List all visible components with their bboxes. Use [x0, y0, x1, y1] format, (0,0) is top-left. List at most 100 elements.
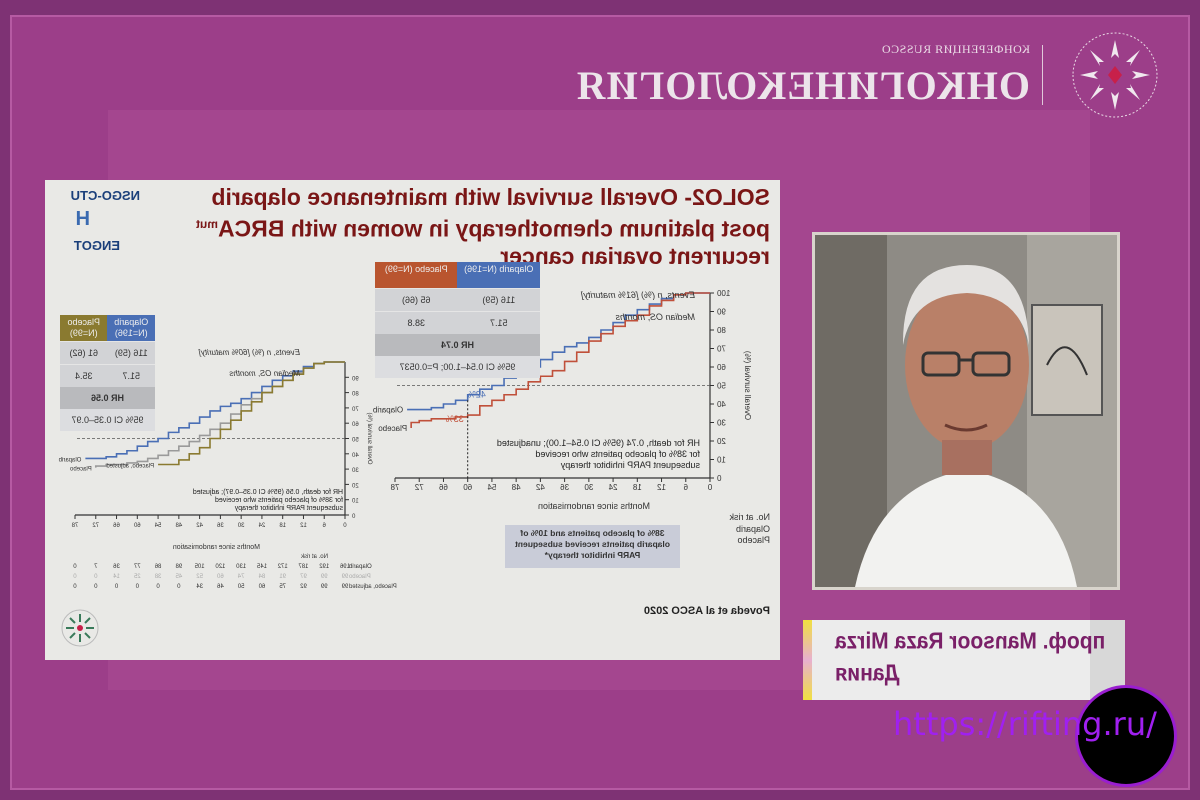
series-line-olaparib	[85, 361, 345, 460]
median-os-label-1: Median OS, months	[615, 312, 695, 322]
risk-count: 45	[175, 574, 182, 580]
speaker-name-card: проф. Mansoor Raza Mirza Дания	[803, 620, 1125, 700]
risk-count: 192	[319, 564, 330, 570]
y-tick-label: 30	[716, 419, 725, 428]
conference-title: ОНКОГИНЕКОЛОГИЯ	[575, 63, 1030, 108]
x-tick-label: 54	[487, 483, 496, 492]
risk-count: 0	[73, 574, 77, 580]
y-tick-label: 90	[351, 376, 358, 382]
risk-count: 0	[135, 584, 139, 590]
y-tick-label: 10	[351, 499, 358, 505]
y-axis-label: Overall survival (%)	[366, 412, 372, 464]
x-tick-label: 66	[113, 523, 120, 529]
table-header-placebo: Placebo (N=99)	[60, 315, 108, 341]
y-tick-label: 20	[716, 437, 725, 446]
events-label-1: Events, n (%) [61% maturity]	[580, 290, 695, 300]
y-tick-label: 70	[716, 345, 725, 354]
y-tick-label: 50	[351, 438, 358, 444]
risk-count: 50	[237, 584, 244, 590]
risk-table-label: No. at risk	[300, 554, 328, 560]
summary-table-2: Olaparib (N=196) Placebo (N=99) 116 (59) 6…	[60, 315, 155, 431]
risk-count: 99	[320, 584, 327, 590]
risk-count: 46	[216, 584, 223, 590]
y-tick-label: 60	[351, 422, 358, 428]
median-os-label-2: Median OS, months	[229, 369, 300, 378]
series-line-placebo-adjusted	[158, 361, 345, 466]
hr-note-1: HR for death, 0.74 (95% CI 0.54–1.00); u…	[496, 438, 700, 470]
y-tick-label: 10	[716, 456, 725, 465]
table-header-olaparib: Olaparib (N=196)	[107, 315, 155, 341]
risk-count: 60	[258, 584, 265, 590]
table-row: 51.7 35.4	[60, 364, 155, 387]
risk-row-label: Placebo	[348, 574, 370, 580]
summary-table-1: Olaparib (N=196) Placebo (N=99) 116 (59) 6…	[375, 262, 540, 378]
risk-count: 196	[339, 564, 350, 570]
confidence-interval: 95% CI 0.35–0.97	[60, 409, 155, 431]
hazard-ratio: HR 0.74	[375, 334, 540, 356]
risk-row-olaparib-1: Olaparib	[735, 524, 770, 534]
x-tick-label: 42	[196, 523, 203, 529]
y-tick-label: 80	[716, 326, 725, 335]
risk-count: 86	[154, 564, 161, 570]
risk-count: 0	[93, 584, 97, 590]
x-tick-label: 12	[299, 523, 306, 529]
x-tick-label: 42	[535, 483, 544, 492]
x-tick-label: 18	[279, 523, 286, 529]
risk-count: 38	[154, 574, 161, 580]
y-tick-label: 60	[716, 363, 725, 372]
risk-count: 172	[277, 564, 288, 570]
x-axis-label-2: Months since randomisation	[172, 544, 260, 551]
risk-count: 187	[298, 564, 309, 570]
table-cell: 65 (66)	[401, 295, 431, 305]
risk-count: 0	[73, 564, 77, 570]
presentation-slide: SOLO2- Overall survival with maintenance…	[45, 180, 780, 660]
risk-row-label: Olaparib	[348, 564, 371, 570]
x-tick-label: 36	[560, 483, 569, 492]
speaker-video-image	[815, 235, 1117, 587]
table-cell: 116 (59)	[114, 348, 148, 358]
risk-count: 0	[73, 584, 77, 590]
watermark-url: https://rifting.ru/	[893, 705, 1157, 743]
series-line-olaparib	[407, 292, 710, 411]
x-axis-label-1: Months since randomisation	[537, 501, 650, 511]
x-tick-label: 0	[707, 483, 712, 492]
y-tick-label: 50	[716, 382, 725, 391]
series-label: Placebo	[378, 424, 407, 433]
series-label: Placebo	[69, 467, 91, 473]
conference-subtitle: КОНФЕРЕНЦИЯ RUSSCO	[881, 42, 1030, 56]
risk-count: 91	[279, 574, 286, 580]
risk-count: 97	[299, 574, 306, 580]
x-tick-label: 36	[216, 523, 223, 529]
series-label: Olaparib	[58, 457, 81, 463]
table-header-placebo: Placebo (N=99)	[375, 262, 458, 288]
name-card-accent-strip	[803, 620, 812, 700]
risk-count: 75	[279, 584, 286, 590]
table-cell: 51.7	[489, 318, 508, 328]
risk-count: 0	[156, 584, 160, 590]
risk-count: 92	[299, 584, 306, 590]
table-cell: 61 (62)	[69, 348, 99, 358]
speaker-name: проф. Mansoor Raza Mirza	[835, 628, 1106, 655]
x-tick-label: 54	[154, 523, 161, 529]
risk-count: 25	[133, 574, 140, 580]
risk-count: 120	[215, 564, 226, 570]
risk-count: 14	[113, 574, 120, 580]
table-cell: 116 (59)	[482, 295, 516, 305]
risk-count: 84	[258, 574, 265, 580]
table-cell: 51.7	[122, 371, 141, 381]
risk-count: 0	[177, 584, 181, 590]
table-cell: 35.4	[74, 371, 93, 381]
risk-count: 99	[341, 584, 348, 590]
x-tick-label: 48	[175, 523, 182, 529]
risk-count: 99	[341, 574, 348, 580]
y-tick-label: 0	[351, 514, 355, 520]
hazard-ratio: HR 0.56	[60, 387, 155, 409]
russco-logo-icon	[1072, 32, 1158, 118]
y-tick-label: 40	[716, 400, 725, 409]
table-cell: 38.8	[407, 318, 426, 328]
watermark-circle	[1075, 685, 1177, 787]
series-line-placebo	[410, 292, 710, 429]
y-tick-label: 100	[716, 289, 730, 298]
risk-count: 130	[235, 564, 246, 570]
